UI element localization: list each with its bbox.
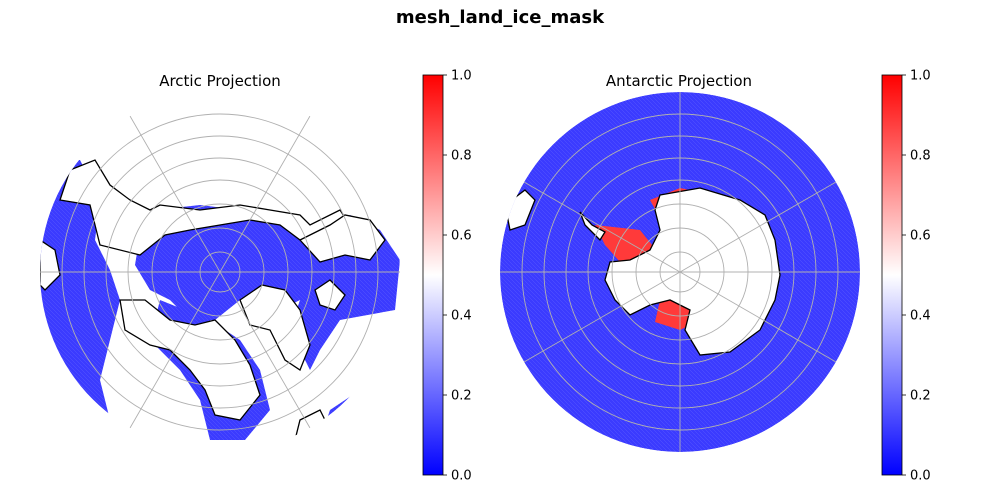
arctic-colorbar-ticks: 0.0 0.2 0.4 0.6 0.8 1.0 [443,69,472,484]
figure-title: mesh_land_ice_mask [395,7,605,28]
antarctic-colorbar-tick-label: 0.0 [910,469,931,484]
antarctic-peninsula [579,211,606,242]
arctic-land-scandinavia [298,214,386,263]
arctic-graticule [40,113,400,431]
arctic-land-north-america [119,299,261,421]
arctic-colorbar-tick-label: 0.0 [451,469,472,484]
arctic-colorbar-tick-label: 0.2 [451,389,472,404]
arctic-map [40,92,400,452]
antarctic-colorbar-ticks: 0.0 0.2 0.4 0.6 0.8 1.0 [902,69,931,484]
antarctic-colorbar-tick-label: 0.8 [910,149,931,164]
antarctic-colorbar-tick-label: 0.2 [910,389,931,404]
arctic-colorbar-tick-label: 0.6 [451,229,472,244]
arctic-colorbar-tick-label: 0.8 [451,149,472,164]
antarctic-panel-title: Antarctic Projection [605,72,753,90]
antarctic-map [500,92,860,452]
antarctic-continent [604,187,781,356]
arctic-land-west-edge [40,238,61,291]
arctic-colorbar-tick-label: 1.0 [451,69,472,84]
antarctic-graticule [500,92,860,452]
antarctic-colorbar [881,74,903,476]
arctic-panel-title: Arctic Projection [159,72,281,90]
antarctic-colorbar-tick-label: 0.4 [910,309,931,324]
antarctic-colorbar-tick-label: 0.6 [910,229,931,244]
arctic-land-svalbard [314,279,346,311]
antarctic-colorbar-tick-label: 1.0 [910,69,931,84]
arctic-colorbar-tick-label: 0.4 [451,309,472,324]
arctic-colorbar [422,74,444,476]
